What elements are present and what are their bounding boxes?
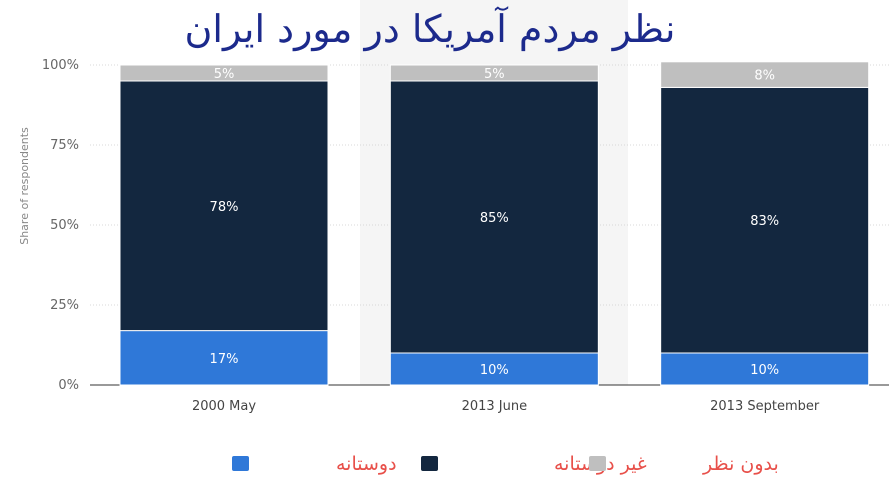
data-label: 10%: [480, 363, 509, 378]
data-label: 17%: [210, 352, 239, 367]
x-axis-ticks: 2000 May 2013 June 2013 September: [192, 399, 820, 414]
data-label: 5%: [214, 67, 235, 82]
bar-segment: [389, 80, 599, 354]
legend-swatch: [232, 456, 249, 471]
data-label: 8%: [754, 69, 775, 84]
data-label: 85%: [480, 211, 509, 226]
data-label: 78%: [210, 200, 239, 215]
y-tick-label: 50%: [50, 218, 79, 233]
y-axis-ticks: 0% 25% 50% 75% 100%: [42, 58, 79, 393]
bar-segment: [389, 352, 599, 386]
x-tick-label: 2013 June: [462, 399, 528, 414]
data-label: 10%: [750, 363, 779, 378]
legend: دوستانه غیر دوستانه بدون نظر: [232, 453, 779, 475]
legend-swatch: [589, 456, 606, 471]
y-tick-label: 100%: [42, 58, 79, 73]
chart-title: نظر مردم آمریکا در مورد ایران: [185, 6, 676, 52]
y-tick-label: 25%: [50, 298, 79, 313]
bar-segment: [660, 61, 870, 88]
legend-swatch: [421, 456, 438, 471]
legend-label: بدون نظر: [702, 453, 779, 475]
bar-segment: [389, 64, 599, 82]
bars: 17% 78% 5% 10% 85% 5% 10% 83% 8%: [119, 61, 870, 386]
legend-label: دوستانه: [336, 453, 397, 475]
bar-segment: [119, 64, 329, 82]
y-tick-label: 75%: [50, 138, 79, 153]
x-tick-label: 2013 September: [710, 399, 820, 414]
bar-segment: [119, 330, 329, 386]
bar-segment: [660, 352, 870, 386]
data-label: 5%: [484, 67, 505, 82]
y-tick-label: 0%: [58, 378, 79, 393]
bar-segment: [660, 86, 870, 354]
y-axis-label: Share of respondents: [18, 127, 31, 245]
x-tick-label: 2000 May: [192, 399, 256, 414]
bar-segment: [119, 80, 329, 332]
data-label: 83%: [750, 214, 779, 229]
